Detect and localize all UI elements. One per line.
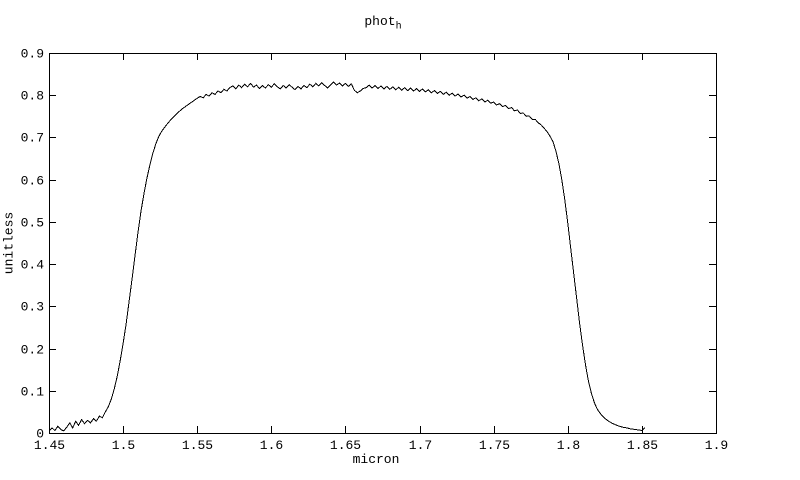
y-tick-label: 0 — [36, 427, 44, 442]
y-tick-label: 0.7 — [21, 131, 44, 146]
x-tick-label: 1.5 — [112, 438, 135, 453]
chart-title-subscript: h — [395, 21, 402, 33]
x-tick-label: 1.6 — [260, 438, 283, 453]
x-tick-label: 1.65 — [330, 438, 361, 453]
y-tick-label: 0.2 — [21, 343, 44, 358]
x-axis-label: micron — [352, 452, 400, 467]
x-tick-label: 1.85 — [627, 438, 658, 453]
y-tick-label: 0.8 — [21, 89, 44, 104]
data-curve — [48, 81, 646, 432]
chart-title: photh — [364, 14, 401, 32]
x-tick-label: 1.7 — [409, 438, 432, 453]
y-axis-label: unitless — [1, 211, 17, 275]
x-tick-label: 1.75 — [479, 438, 510, 453]
y-tick-label: 0.5 — [21, 216, 44, 231]
y-tick-label: 0.3 — [21, 300, 44, 315]
y-tick-label: 0.1 — [21, 385, 45, 400]
x-tick-label: 1.8 — [557, 438, 580, 453]
chart-title-main: phot — [364, 14, 396, 29]
y-tick-label: 0.6 — [21, 174, 44, 189]
y-tick-label: 0.4 — [21, 258, 45, 273]
plot-frame — [49, 53, 717, 434]
x-tick-label: 1.9 — [705, 438, 728, 453]
y-tick-label: 0.9 — [21, 47, 44, 62]
x-tick-label: 1.45 — [34, 438, 65, 453]
x-tick-label: 1.55 — [182, 438, 213, 453]
